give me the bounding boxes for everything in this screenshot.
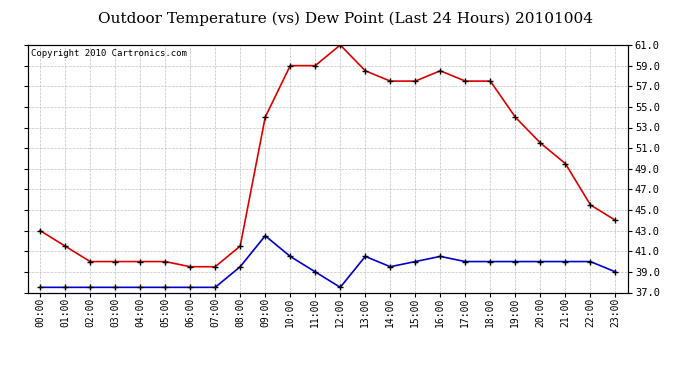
Text: Copyright 2010 Cartronics.com: Copyright 2010 Cartronics.com — [30, 49, 186, 58]
Text: Outdoor Temperature (vs) Dew Point (Last 24 Hours) 20101004: Outdoor Temperature (vs) Dew Point (Last… — [97, 11, 593, 26]
